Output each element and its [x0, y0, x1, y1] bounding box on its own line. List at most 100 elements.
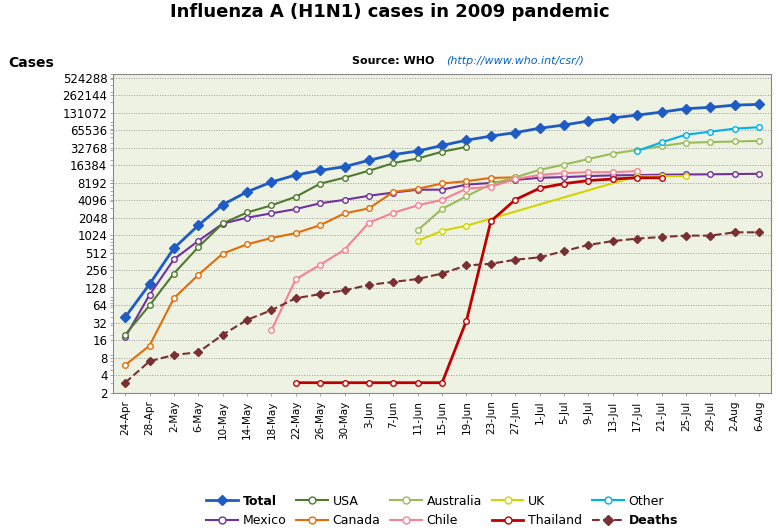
Chile	[413, 202, 422, 209]
Chile	[633, 168, 642, 174]
Australia	[681, 140, 690, 146]
Australia	[535, 167, 545, 173]
Thailand	[389, 380, 398, 386]
Thailand	[608, 176, 618, 182]
Total	[486, 133, 495, 139]
Mexico	[145, 292, 154, 298]
Deaths	[315, 291, 325, 297]
Canada	[462, 178, 471, 184]
Deaths	[169, 352, 178, 358]
Line: Total: Total	[122, 101, 763, 321]
Canada	[486, 175, 495, 181]
Line: USA: USA	[122, 144, 469, 338]
UK	[657, 173, 666, 179]
Canada	[413, 186, 422, 192]
Thailand	[340, 380, 349, 386]
Deaths	[535, 254, 545, 261]
Chile	[486, 184, 495, 190]
Mexico	[413, 186, 422, 193]
Deaths	[730, 229, 739, 236]
Thailand	[315, 380, 325, 386]
Australia	[657, 143, 666, 149]
Australia	[437, 205, 446, 212]
Mexico	[706, 171, 715, 177]
Mexico	[340, 196, 349, 203]
Mexico	[462, 182, 471, 188]
Mexico	[169, 256, 178, 262]
Chile	[559, 170, 569, 176]
Mexico	[633, 172, 642, 178]
Thailand	[365, 380, 374, 386]
Total	[389, 151, 398, 158]
Text: Influenza A (H1N1) cases in 2009 pandemic: Influenza A (H1N1) cases in 2009 pandemi…	[170, 3, 609, 21]
Total	[633, 112, 642, 118]
Chile	[510, 176, 520, 182]
Deaths	[437, 270, 446, 277]
Chile	[535, 172, 545, 178]
Canada	[291, 230, 301, 236]
Total	[583, 118, 593, 124]
USA	[145, 302, 154, 309]
Australia	[583, 156, 593, 162]
Canada	[389, 189, 398, 195]
Canada	[510, 174, 520, 181]
Australia	[608, 150, 618, 157]
Canada	[437, 181, 446, 187]
Deaths	[413, 276, 422, 282]
USA	[462, 144, 471, 150]
Total	[657, 109, 666, 115]
Total	[462, 137, 471, 143]
Deaths	[681, 233, 690, 239]
Deaths	[706, 233, 715, 239]
Total	[365, 157, 374, 164]
Mexico	[608, 172, 618, 178]
Australia	[486, 181, 495, 187]
Chile	[315, 262, 325, 268]
Deaths	[559, 248, 569, 254]
Total	[242, 189, 252, 195]
Line: Other: Other	[634, 124, 762, 153]
Deaths	[657, 234, 666, 240]
Total	[535, 125, 545, 132]
Mexico	[730, 171, 739, 177]
Mexico	[559, 174, 569, 181]
Total	[754, 101, 763, 108]
Deaths	[608, 238, 618, 244]
Other	[657, 139, 666, 145]
Deaths	[121, 380, 130, 386]
Line: Canada: Canada	[122, 175, 518, 368]
Canada	[145, 342, 154, 349]
UK	[437, 228, 446, 234]
Deaths	[486, 261, 495, 267]
Thailand	[559, 181, 569, 187]
Deaths	[242, 316, 252, 323]
USA	[266, 202, 276, 209]
Line: Mexico: Mexico	[122, 171, 762, 340]
Line: Deaths: Deaths	[122, 229, 762, 386]
Text: (http://www.who.int/csr/): (http://www.who.int/csr/)	[446, 56, 583, 66]
Other	[730, 125, 739, 132]
Australia	[706, 139, 715, 145]
USA	[340, 175, 349, 181]
Total	[194, 222, 203, 229]
Australia	[510, 174, 520, 181]
Chile	[437, 197, 446, 203]
Deaths	[218, 331, 227, 338]
Other	[681, 132, 690, 138]
Total	[559, 122, 569, 128]
Canada	[242, 241, 252, 247]
Mexico	[242, 215, 252, 221]
Deaths	[389, 279, 398, 285]
Deaths	[462, 262, 471, 269]
Thailand	[437, 380, 446, 386]
USA	[242, 209, 252, 216]
Text: Cases: Cases	[8, 56, 54, 70]
Total	[291, 172, 301, 178]
Total	[340, 164, 349, 170]
Thailand	[535, 185, 545, 191]
Canada	[340, 210, 349, 217]
Deaths	[194, 349, 203, 355]
Line: Australia: Australia	[415, 138, 762, 233]
Canada	[121, 362, 130, 369]
Total	[437, 142, 446, 149]
